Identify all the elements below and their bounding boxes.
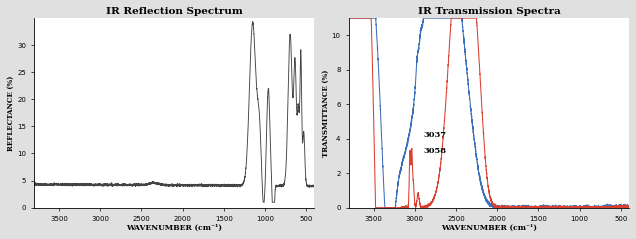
Text: 3037: 3037 [423,131,446,139]
Y-axis label: REFLECTANCE (%): REFLECTANCE (%) [7,75,15,151]
X-axis label: WAVENUMBER (cm⁻¹): WAVENUMBER (cm⁻¹) [441,224,537,232]
Title: IR Reflection Spectrum: IR Reflection Spectrum [106,7,243,16]
Y-axis label: TRANSMITTANCE (%): TRANSMITTANCE (%) [321,69,329,157]
Text: 3058: 3058 [423,147,446,154]
X-axis label: WAVENUMBER (cm⁻¹): WAVENUMBER (cm⁻¹) [127,224,223,232]
Title: IR Transmission Spectra: IR Transmission Spectra [418,7,560,16]
